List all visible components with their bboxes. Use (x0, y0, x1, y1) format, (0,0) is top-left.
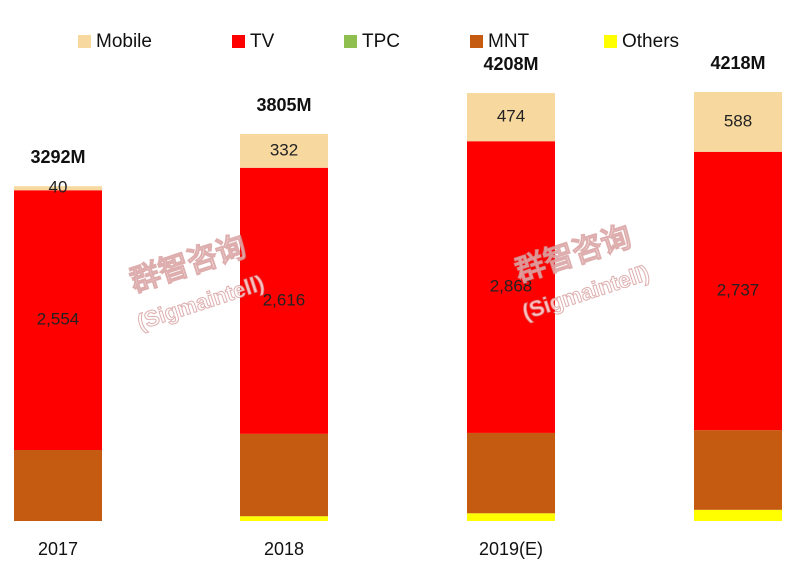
value-label: 2,616 (263, 290, 306, 309)
bar-segment (694, 151, 782, 431)
total-label: 4208M (483, 54, 538, 74)
legend-swatch (470, 35, 483, 48)
bar-segment (467, 93, 555, 142)
legend-swatch (232, 35, 245, 48)
bar-segment (240, 433, 328, 517)
value-label: 332 (270, 140, 298, 159)
x-tick-label: 2019(E) (479, 539, 543, 559)
legend-swatch (344, 35, 357, 48)
legend-label: MNT (488, 31, 530, 52)
total-label: 3292M (30, 147, 85, 167)
bar-segment (240, 167, 328, 434)
legend-label: TV (250, 31, 275, 52)
value-label: 2,554 (37, 310, 80, 329)
bar-segment (240, 516, 328, 521)
bar-segment (694, 509, 782, 521)
legend-label: TPC (362, 31, 400, 52)
value-label: 474 (497, 107, 525, 126)
legend-swatch (604, 35, 617, 48)
bar-segment (467, 141, 555, 433)
bar-segment (467, 432, 555, 514)
value-label: 2,868 (490, 277, 533, 296)
value-label: 588 (724, 111, 752, 130)
bar-segment (14, 190, 102, 451)
bar-segment (240, 134, 328, 168)
bar-segment (14, 186, 102, 191)
x-tick-label: 2017 (38, 539, 78, 559)
legend-label: Mobile (96, 31, 152, 52)
bar-segment (14, 450, 102, 521)
value-label: 2,737 (717, 280, 760, 299)
legend-swatch (78, 35, 91, 48)
total-label: 3805M (256, 95, 311, 115)
total-label: 4218M (710, 53, 765, 73)
legend-label: Others (622, 31, 679, 52)
x-tick-label: 2018 (264, 539, 304, 559)
bar-segment (694, 92, 782, 152)
bar-segment (467, 513, 555, 521)
bar-segment (694, 430, 782, 510)
value-label: 40 (49, 178, 68, 197)
